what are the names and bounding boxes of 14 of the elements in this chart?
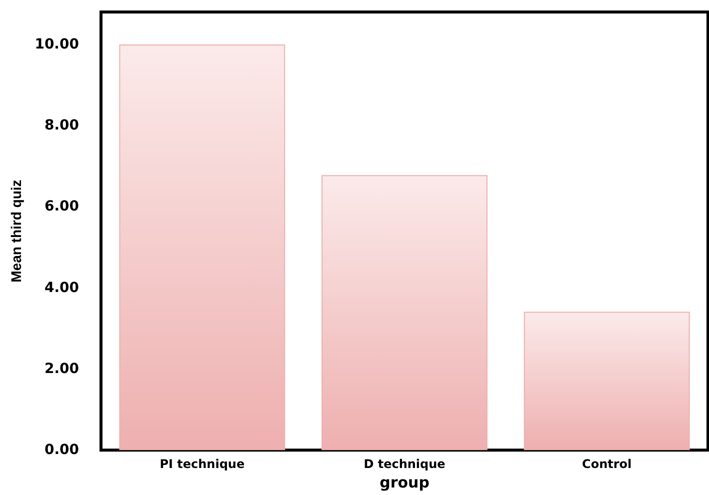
y-tick-label: 4.00 bbox=[44, 280, 80, 296]
bar bbox=[322, 175, 488, 450]
x-axis-title: group bbox=[380, 474, 430, 492]
y-tick-label: 2.00 bbox=[44, 360, 80, 377]
bar bbox=[524, 312, 690, 450]
bar bbox=[119, 44, 286, 450]
x-tick-label: PI technique bbox=[160, 457, 245, 472]
y-tick-label: 8.00 bbox=[44, 118, 80, 134]
x-tick-label: Control bbox=[582, 457, 632, 472]
y-axis-title: Mean third quiz bbox=[8, 180, 24, 282]
x-tick-label: D technique bbox=[364, 457, 446, 472]
y-tick-label: 6.00 bbox=[44, 198, 80, 215]
y-tick-label: 0.00 bbox=[44, 442, 80, 458]
y-tick-label: 10.00 bbox=[34, 36, 80, 52]
